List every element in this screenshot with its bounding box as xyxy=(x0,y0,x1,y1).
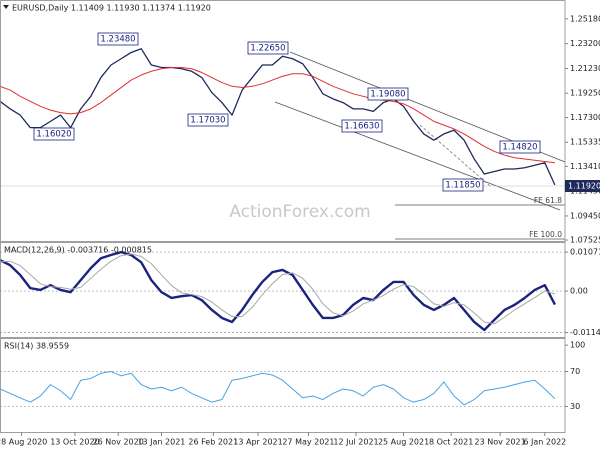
series-line xyxy=(0,48,556,186)
y-tick-label: 1.25180 xyxy=(570,14,600,23)
y-tick-label: 70 xyxy=(570,367,580,376)
y-tick-label: 1.15335 xyxy=(570,138,600,147)
annotation-label: 1.11850 xyxy=(445,181,480,191)
panel-title: MACD(12,26,9) -0.003716 -0.000815 xyxy=(4,246,152,255)
series-line xyxy=(0,67,555,164)
y-tick-label: 1.17300 xyxy=(570,113,600,122)
annotation-label: 1.23480 xyxy=(100,35,135,45)
annotation-box xyxy=(97,32,139,46)
y-tick-label: 1.19250 xyxy=(570,89,600,98)
annotation-box xyxy=(187,113,229,127)
watermark: ActionForex.com xyxy=(229,202,370,222)
panel-title: RSI(14) 38.9559 xyxy=(4,342,69,351)
panel-frame xyxy=(0,0,566,242)
annotation-label: 1.16630 xyxy=(344,122,379,132)
annotation-label: 1.17030 xyxy=(190,116,225,126)
annotation-label: 1.22650 xyxy=(250,44,285,54)
fe-label: FE 61.8 xyxy=(534,196,562,205)
x-tick-label: 26 Feb 2021 xyxy=(188,438,238,447)
panel-frame xyxy=(0,338,566,433)
trend-dashed xyxy=(419,124,491,187)
x-tick-label: 28 Aug 2020 xyxy=(0,438,47,447)
x-tick-label: 6 Jan 2022 xyxy=(523,438,566,447)
x-tick-label: 13 Apr 2021 xyxy=(233,438,282,447)
y-tick-label: 100 xyxy=(570,341,585,350)
x-tick-label: 12 Jul 2021 xyxy=(333,438,378,447)
x-tick-label: 25 Aug 2021 xyxy=(378,438,429,447)
last-price-box xyxy=(565,180,600,192)
y-tick-label: 1.21230 xyxy=(570,64,600,73)
y-tick-label: 0.010715 xyxy=(570,248,600,257)
annotation-box xyxy=(247,41,289,55)
x-tick-label: 13 Oct 2020 xyxy=(50,438,99,447)
channel-lower xyxy=(274,101,561,211)
y-tick-label: 1.09450 xyxy=(570,211,600,220)
annotation-box xyxy=(341,119,383,133)
y-tick-label: 1.07525 xyxy=(570,236,600,245)
annotation-box xyxy=(442,178,484,192)
y-tick-label: 1.13410 xyxy=(570,162,600,171)
last-price-label: 1.11920 xyxy=(568,182,600,191)
series-line xyxy=(0,250,556,332)
fe-label: FE 100.0 xyxy=(529,230,562,239)
y-tick-label: -0.011424 xyxy=(570,328,600,337)
annotation-box xyxy=(499,140,541,154)
y-tick-label: 30 xyxy=(570,402,580,411)
annotation-label: 1.16020 xyxy=(36,130,71,140)
x-tick-label: 27 May 2021 xyxy=(282,438,334,447)
panel-frame xyxy=(0,242,566,338)
x-tick-label: 13 Jan 2021 xyxy=(137,438,185,447)
x-tick-label: 8 Oct 2021 xyxy=(429,438,473,447)
series-line xyxy=(0,370,556,406)
annotation-label: 1.14820 xyxy=(502,143,537,153)
annotation-box xyxy=(33,127,75,141)
chart-title: EURUSD,Daily 1.11409 1.11930 1.11374 1.1… xyxy=(12,4,211,13)
annotation-label: 1.19080 xyxy=(370,90,405,100)
y-tick-label: 0.00 xyxy=(570,287,588,296)
title-arrow xyxy=(3,5,9,9)
x-tick-label: 26 Nov 2020 xyxy=(93,438,144,447)
y-tick-label: 1.23200 xyxy=(570,39,600,48)
annotation-box xyxy=(367,87,409,101)
series-line xyxy=(0,253,556,325)
annotations: 1.23480 1.16020 1.17030 1.22650 1.19080 1.166… xyxy=(33,32,562,239)
x-tick-label: 23 Nov 2021 xyxy=(475,438,526,447)
